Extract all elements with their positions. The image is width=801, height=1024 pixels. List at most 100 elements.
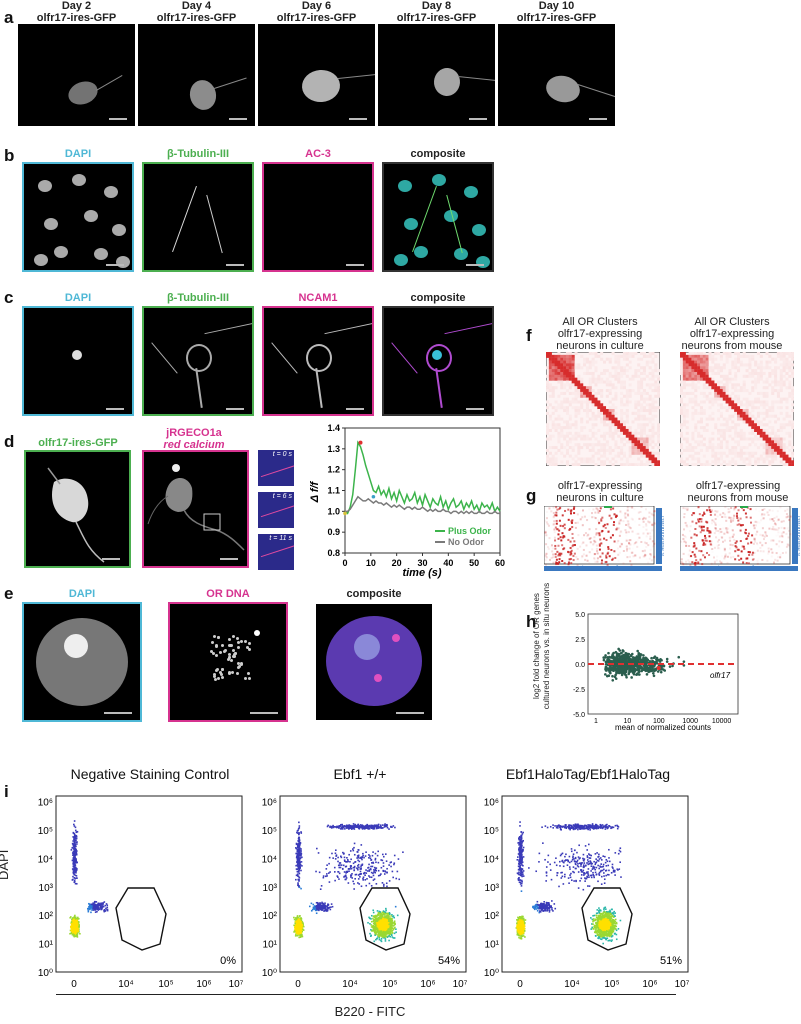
heatmap-cell bbox=[619, 519, 622, 522]
heatmap-cell bbox=[688, 448, 692, 452]
heatmap-cell bbox=[778, 540, 781, 543]
heatmap-cell bbox=[611, 457, 615, 461]
heatmap-cell bbox=[617, 366, 621, 370]
heatmap-cell bbox=[608, 431, 612, 435]
heatmap-cell bbox=[560, 460, 564, 464]
panel-c-label: c bbox=[4, 288, 14, 307]
heatmap-cell bbox=[789, 515, 792, 518]
heatmap-cell bbox=[588, 371, 592, 375]
heatmap-cell bbox=[689, 538, 691, 540]
heatmap-cell bbox=[634, 451, 638, 455]
heatmap-cell bbox=[680, 460, 684, 464]
heatmap-cell bbox=[761, 558, 764, 561]
heatmap-cell bbox=[591, 380, 595, 384]
event-dot bbox=[74, 860, 76, 862]
panelB-channel-title: AC-3 bbox=[305, 148, 331, 160]
heatmap-cell bbox=[759, 428, 763, 432]
heatmap-cell bbox=[573, 512, 576, 515]
heatmap-cell bbox=[737, 454, 741, 458]
heatmap-cell bbox=[637, 532, 640, 535]
scale-bar bbox=[226, 264, 244, 266]
heatmap-cell bbox=[723, 532, 726, 535]
heatmap-cell bbox=[739, 434, 743, 438]
heatmap-cell bbox=[754, 428, 758, 432]
heatmap-cell bbox=[734, 400, 738, 404]
event-dot bbox=[73, 877, 76, 879]
heatmap-cell bbox=[546, 374, 550, 378]
heatmap-cell bbox=[711, 357, 715, 361]
heatmap-cell bbox=[568, 558, 571, 561]
heatmap-cell bbox=[614, 515, 617, 518]
event-dot bbox=[105, 903, 108, 905]
gene-point bbox=[615, 652, 619, 655]
heatmap-cell bbox=[657, 437, 660, 441]
event-dot bbox=[76, 930, 79, 933]
heatmap-cell bbox=[788, 386, 792, 390]
heatmap-cell bbox=[546, 460, 550, 464]
heatmap-cell bbox=[637, 400, 641, 404]
heatmap-cell bbox=[594, 423, 598, 427]
gene-point bbox=[614, 677, 618, 680]
heatmap-cell bbox=[648, 420, 652, 424]
heatmap-cell bbox=[682, 463, 686, 466]
heatmap-cell bbox=[611, 448, 615, 452]
heatmap-cell bbox=[557, 403, 561, 407]
heatmap-cell bbox=[657, 389, 660, 393]
heatmap-cell bbox=[563, 446, 567, 450]
dna-foci bbox=[247, 676, 251, 680]
x-tick-label: 30 bbox=[417, 558, 427, 568]
gene-point bbox=[624, 670, 627, 674]
panelB-image bbox=[262, 162, 374, 272]
heatmap-cell bbox=[744, 512, 747, 515]
heatmap-cell bbox=[745, 437, 749, 441]
heatmap-cell bbox=[563, 371, 567, 375]
heatmap-cell bbox=[620, 369, 624, 373]
heatmap-cell bbox=[728, 394, 732, 398]
heatmap-cell bbox=[714, 394, 718, 398]
heatmap-cell bbox=[614, 460, 618, 464]
heatmap-cell bbox=[774, 437, 778, 441]
heatmap-cell bbox=[609, 508, 612, 511]
heatmap-cell bbox=[637, 363, 641, 367]
heatmap-cell bbox=[779, 400, 783, 404]
heatmap-cell bbox=[598, 534, 601, 537]
heatmap-cell bbox=[771, 451, 775, 455]
heatmap-cell bbox=[580, 403, 584, 407]
heatmap-cell bbox=[611, 409, 615, 413]
heatmap-cell bbox=[772, 520, 775, 523]
heatmap-cell bbox=[719, 443, 723, 447]
heatmap-cell bbox=[761, 513, 764, 516]
heatmap-cell bbox=[560, 371, 564, 375]
heatmap-cell bbox=[557, 406, 561, 410]
heatmap-cell bbox=[756, 460, 760, 464]
heatmap-cell bbox=[694, 357, 698, 361]
heatmap-cell bbox=[651, 454, 655, 458]
heatmap-cell bbox=[717, 417, 721, 421]
nucleus bbox=[394, 254, 408, 266]
dna-foci bbox=[220, 667, 224, 671]
heatmap-cell bbox=[697, 431, 701, 435]
heatmap-cell bbox=[625, 539, 627, 541]
heatmap-cell bbox=[714, 383, 718, 387]
heatmap-cell bbox=[725, 516, 728, 519]
heatmap-cell bbox=[710, 522, 713, 525]
heatmap-cell bbox=[788, 519, 791, 522]
heatmap-cell bbox=[697, 460, 701, 464]
heatmap-cell bbox=[632, 555, 635, 558]
heatmap-cell bbox=[612, 507, 615, 510]
heatmap-cell bbox=[765, 457, 769, 461]
heatmap-cell bbox=[617, 553, 620, 556]
heatmap-cell bbox=[594, 451, 598, 455]
heatmap-cell bbox=[765, 377, 769, 381]
heatmap-cell bbox=[699, 463, 703, 466]
heatmap-cell bbox=[574, 383, 578, 387]
heatmap-cell bbox=[642, 423, 646, 427]
heatmap-cell bbox=[548, 537, 551, 540]
heatmap-cell bbox=[560, 431, 564, 435]
heatmap-cell bbox=[699, 366, 703, 370]
heatmap-cell bbox=[703, 512, 706, 515]
heatmap-cell bbox=[611, 414, 615, 418]
heatmap-cell bbox=[717, 397, 721, 401]
heatmap-cell bbox=[691, 377, 695, 381]
heatmap-cell bbox=[553, 531, 556, 534]
